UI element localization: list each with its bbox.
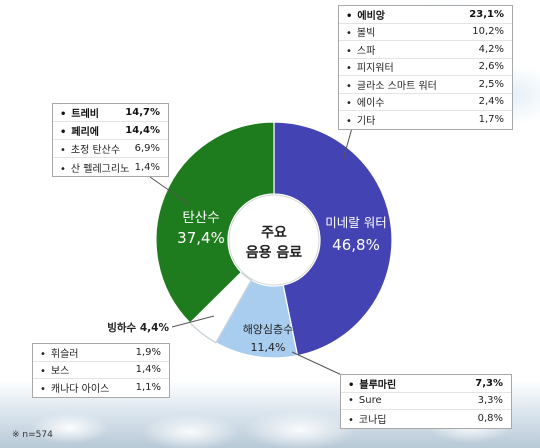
brand-row: 트레비 14,7% <box>53 104 168 122</box>
center-label-line2: 음용 음료 <box>246 245 303 261</box>
brand-row: Sure 3,3% <box>341 393 511 410</box>
brand-name: 캐나다 아이스 <box>40 380 109 395</box>
brand-share: 2,6% <box>478 61 504 73</box>
brand-share: 1,4% <box>135 364 161 376</box>
brand-row: 보스 1,4% <box>33 362 169 379</box>
brand-row: 휘슬러 1,9% <box>33 344 169 362</box>
sample-size-footnote: ※ n=574 <box>12 430 53 440</box>
slice-sparkling-water <box>155 121 275 324</box>
leader-line-sparkling-water <box>149 176 191 206</box>
slice-label-deep-sea-water: 해양심층수 <box>243 322 294 336</box>
brand-row: 산 펠레그리노 1,4% <box>53 158 168 176</box>
brand-share: 0,8% <box>477 413 503 425</box>
brand-share: 4,2% <box>478 43 504 55</box>
brand-name: 페리에 <box>60 123 99 138</box>
brand-share: 2,4% <box>478 96 504 108</box>
brand-share: 1,9% <box>135 346 161 358</box>
brand-name: 트레비 <box>60 105 99 120</box>
slice-label-sparkling-water: 탄산수 <box>182 210 219 226</box>
brand-name: 에이수 <box>346 94 385 109</box>
slice-value-deep-sea-water: 11,4% <box>251 341 286 354</box>
brand-name: 산 펠레그리노 <box>60 160 129 175</box>
slice-value-sparkling-water: 37,4% <box>177 229 225 247</box>
center-label-line1: 주요 <box>261 225 287 241</box>
brand-share: 23,1% <box>469 8 504 20</box>
leader-line-deep-sea-water <box>291 351 347 378</box>
brand-row: 코나딥 0,8% <box>341 410 511 428</box>
brand-name: 초정 탄산수 <box>60 141 120 156</box>
brand-name: 코나딥 <box>348 411 387 426</box>
slice-label-mineral-water: 미네랄 워터 <box>325 215 386 230</box>
brand-row: 피지워터 2,6% <box>339 59 512 76</box>
donut-slices <box>155 121 393 359</box>
brand-share: 1,4% <box>134 161 160 173</box>
brand-name: 기타 <box>346 112 375 127</box>
callout-mineral-water-brands: 에비앙 23,1% 볼빅 10,2% 스파 4,2% 피지워터 2,6% 글라소 스마트 워터 2… <box>338 5 513 130</box>
brand-row: 블루마린 7,3% <box>341 375 511 393</box>
brand-row: 글라소 스마트 워터 2,5% <box>339 76 512 94</box>
leader-line-mineral-water <box>342 127 353 161</box>
brand-name: Sure <box>348 395 382 406</box>
callout-sparkling-water-brands: 트레비 14,7% 페리에 14,4% 초정 탄산수 6,9% 산 펠레그리노 1,4% <box>52 103 169 177</box>
brand-name: 휘슬러 <box>40 345 79 360</box>
glacier-water-header: 빙하수 4,4% <box>70 320 169 335</box>
brand-share: 14,7% <box>125 107 160 118</box>
brand-name: 보스 <box>40 362 69 377</box>
brand-share: 3,3% <box>477 395 503 407</box>
brand-name: 글라소 스마트 워터 <box>346 77 437 92</box>
brand-share: 1,7% <box>478 114 504 126</box>
brand-share: 14,4% <box>125 125 160 136</box>
brand-row: 캐나다 아이스 1,1% <box>33 379 169 397</box>
donut-center-circle <box>228 194 320 286</box>
slice-value-mineral-water: 46,8% <box>332 236 380 254</box>
brand-share: 1,1% <box>135 382 161 394</box>
brand-row: 초정 탄산수 6,9% <box>53 140 168 158</box>
brand-name: 블루마린 <box>348 376 396 391</box>
brand-share: 7,3% <box>475 377 503 389</box>
leader-lines <box>149 127 353 378</box>
brand-row: 에이수 2,4% <box>339 94 512 111</box>
brand-name: 스파 <box>346 42 375 57</box>
slice-mineral-water <box>273 121 393 357</box>
brand-name: 피지워터 <box>346 59 394 74</box>
glacier-water-value: 4,4% <box>139 322 169 334</box>
brand-name: 에비앙 <box>346 7 385 22</box>
brand-row: 볼빅 10,2% <box>339 24 512 41</box>
callout-glacier-water-brands: 휘슬러 1,9% 보스 1,4% 캐나다 아이스 1,1% <box>32 343 170 398</box>
brand-share: 2,5% <box>478 78 504 90</box>
brand-name: 볼빅 <box>346 24 375 39</box>
brand-share: 10,2% <box>472 26 504 38</box>
callout-deep-sea-water-brands: 블루마린 7,3% Sure 3,3% 코나딥 0,8% <box>340 374 512 429</box>
brand-row: 기타 1,7% <box>339 111 512 129</box>
brand-share: 6,9% <box>134 143 160 154</box>
brand-row: 에비앙 23,1% <box>339 6 512 24</box>
leader-line-glacier-water <box>171 315 215 328</box>
glacier-water-label: 빙하수 <box>107 322 137 334</box>
brand-row: 페리에 14,4% <box>53 122 168 140</box>
brand-row: 스파 4,2% <box>339 41 512 59</box>
